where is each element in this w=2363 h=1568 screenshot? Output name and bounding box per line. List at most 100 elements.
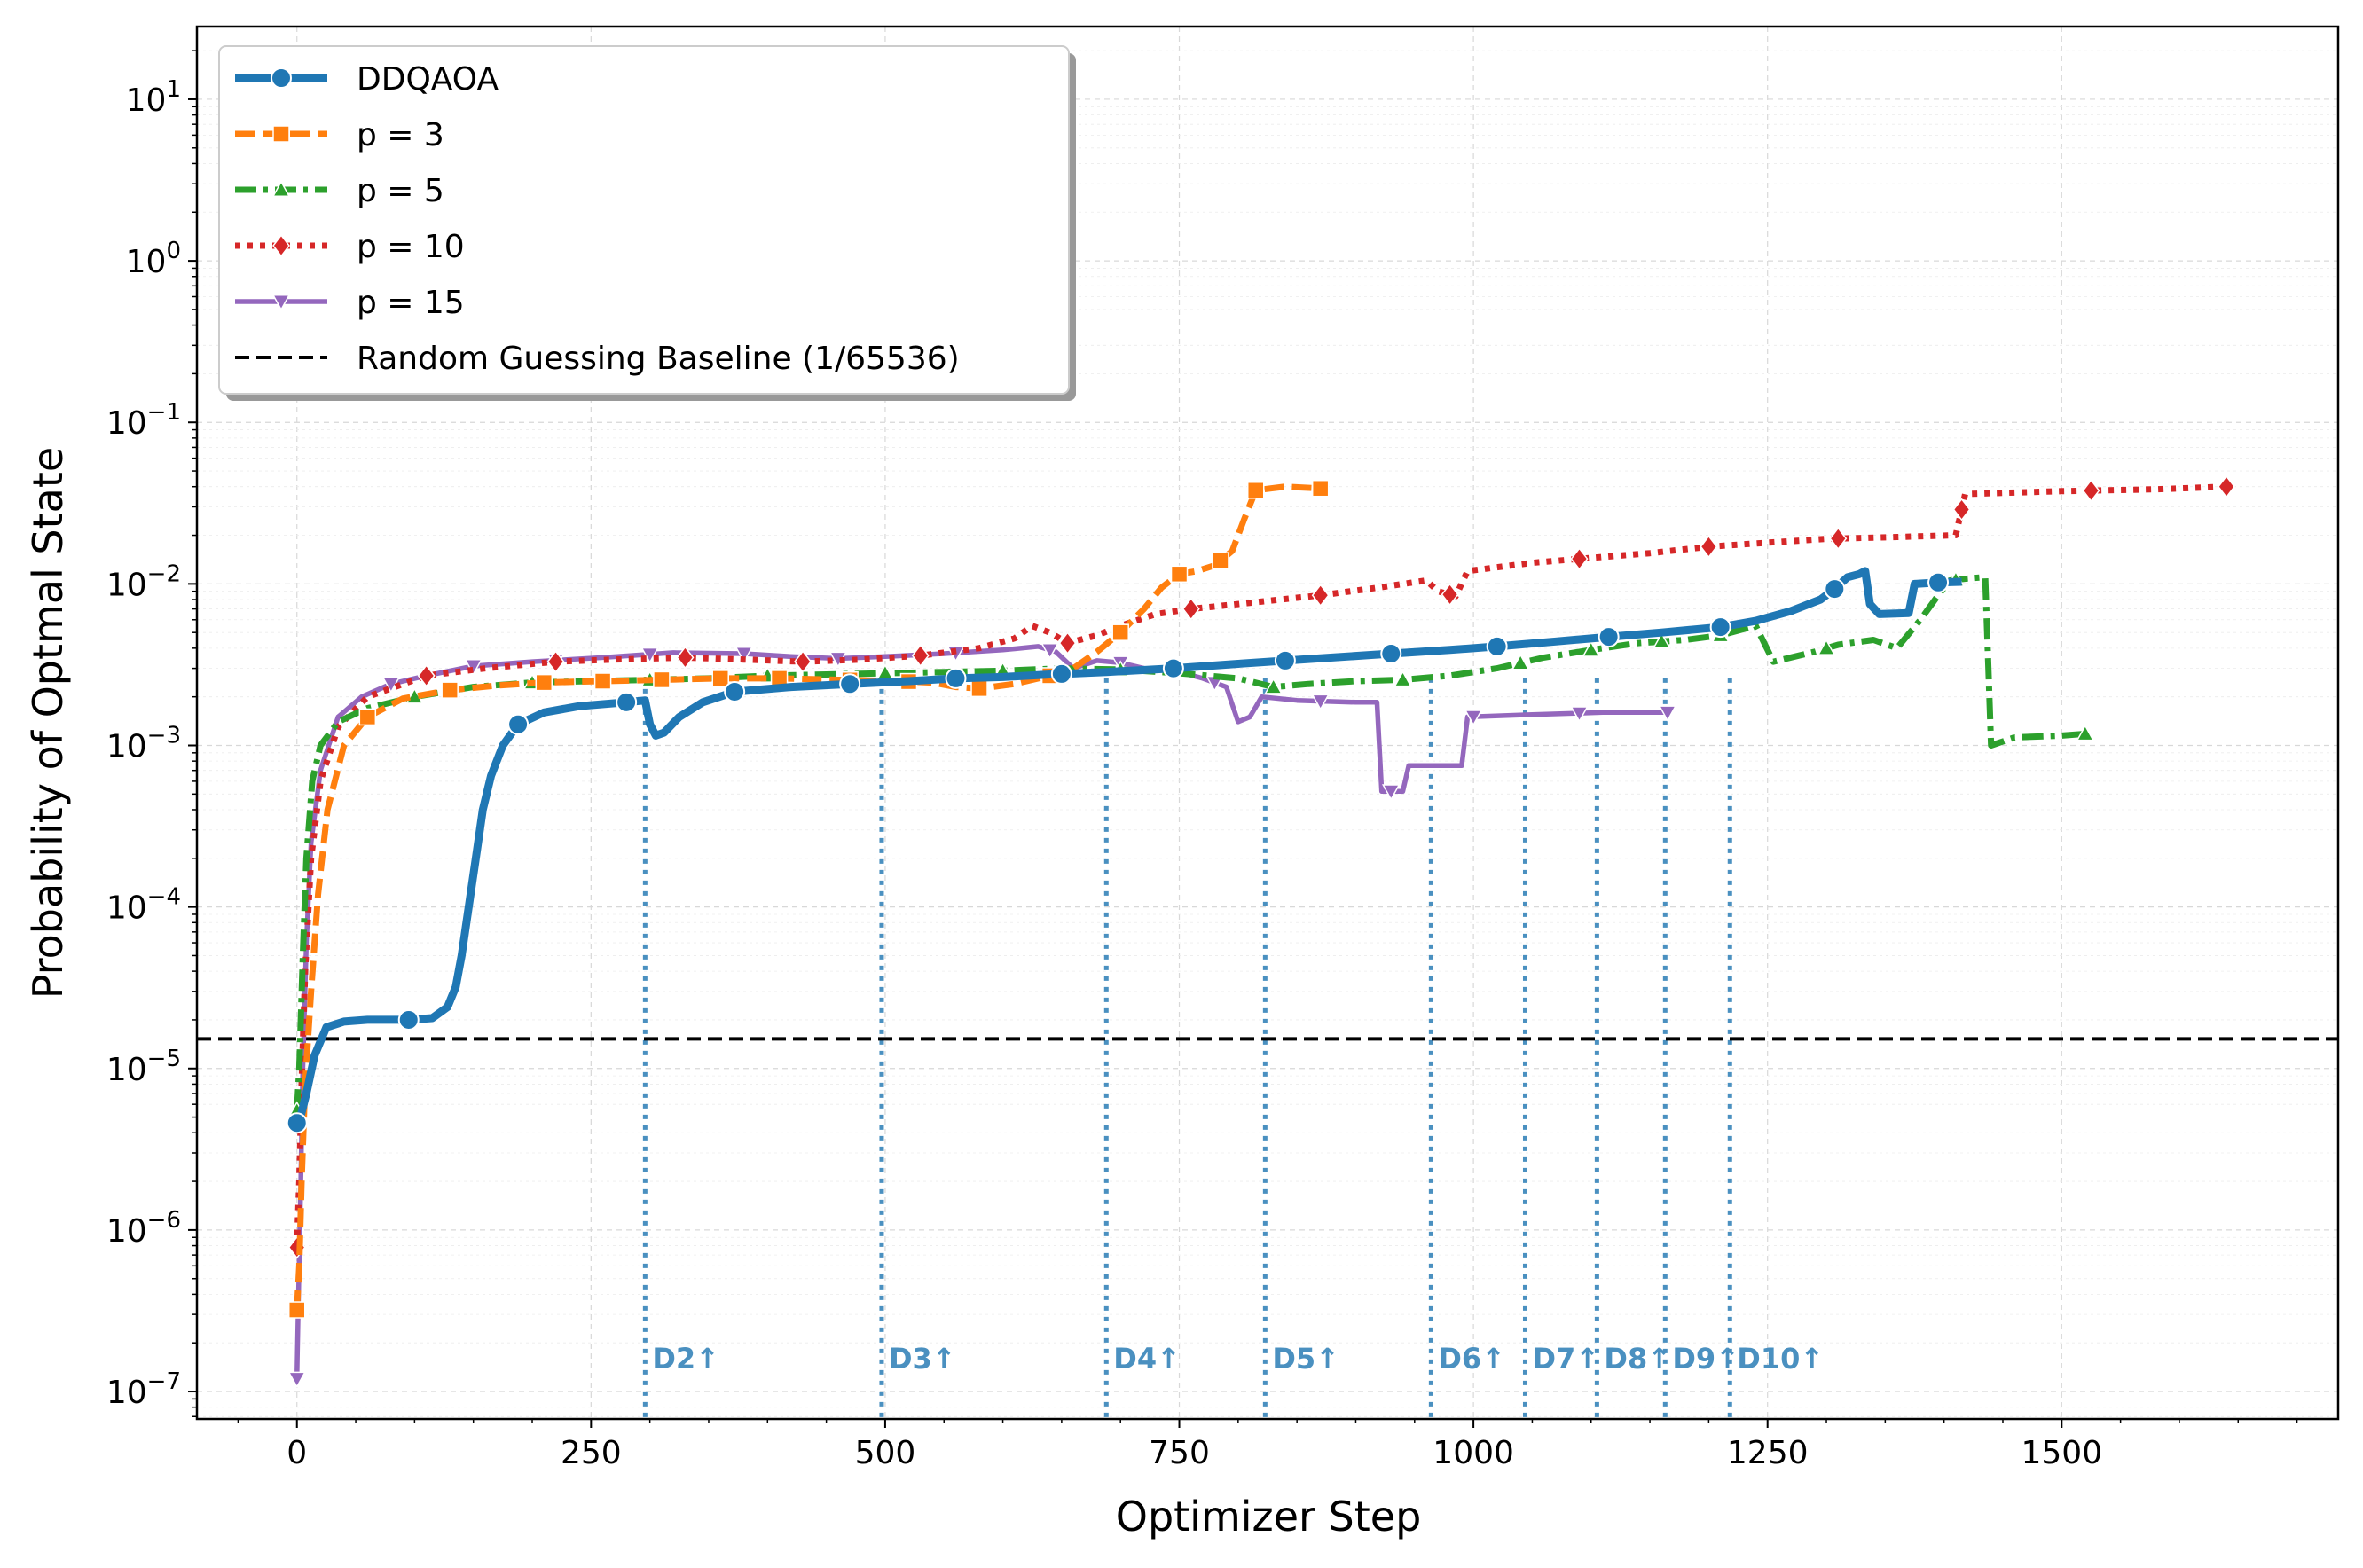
x-axis-ticks: 0 250 500 750 1000 1250 1500 [237,1419,2298,1471]
y-tick-label: 10−7 [106,1368,181,1411]
series-marker [1653,631,1671,649]
series-marker [734,647,754,663]
series-marker [1264,678,1283,694]
series-marker [1212,552,1229,569]
series-marker [794,650,813,673]
y-tick-label: 10−2 [106,561,181,603]
series-marker [535,673,553,692]
legend-entry: p = 15 [235,285,465,321]
series-marker [1393,670,1412,687]
series-marker [1246,482,1265,499]
series-marker [2218,474,2235,498]
series-marker [1952,498,1971,521]
series-marker [1441,583,1459,607]
series-marker [2082,479,2100,503]
series-marker [1162,657,1184,679]
series-marker [1058,631,1077,655]
legend: DDQAOA p = 3 p = 5 p = 10 p = 15 Random Guess… [218,45,1070,395]
series-line [294,483,2227,1248]
series-marker [1464,710,1483,726]
x-tick-label: 500 [855,1435,916,1471]
x-tick-label: 750 [1149,1435,1210,1471]
series-marker [1311,694,1330,711]
series-marker [287,1301,306,1319]
x-tick-label: 1500 [2021,1435,2102,1471]
series-marker [839,673,861,695]
series-marker [1274,649,1296,671]
series-marker [546,650,565,673]
legend-label: Random Guessing Baseline (1/65536) [357,341,960,377]
y-tick-label: 10−3 [106,722,181,764]
series-marker [287,1371,307,1389]
y-tick-label: 10−6 [106,1207,181,1250]
series-marker [1182,597,1200,621]
series-marker [1511,653,1530,670]
legend-marker [271,180,291,197]
series-marker [441,681,459,699]
depth-markers: D2↑ D3↑ D4↑ D5↑ D6↑ D7↑ D8↑ D9↑D10↑ [642,678,1824,1419]
legend-marker [271,67,292,89]
series-marker [286,1112,308,1134]
y-tick-label: 10−5 [106,1046,181,1088]
series-marker [1824,578,1846,600]
series-line [294,574,2086,1111]
legend-marker [272,125,290,143]
series-marker [507,713,530,735]
depth-marker-label: D4↑ [1113,1342,1181,1376]
x-tick-label: 0 [287,1435,307,1471]
series-marker [1700,535,1718,559]
series-marker [1570,547,1589,571]
series-marker [1170,565,1189,584]
series-marker [593,672,612,690]
legend-label: p = 5 [357,173,444,209]
series-marker [417,664,436,687]
x-tick-label: 1000 [1433,1435,1514,1471]
series-lines [286,474,2235,1389]
legend-entry: Random Guessing Baseline (1/65536) [235,341,960,377]
y-axis-label: Probability of Optmal State [24,447,72,999]
legend-label: p = 10 [357,229,465,265]
series-3 [287,474,2235,1259]
series-marker [616,691,638,713]
series-marker [464,659,483,676]
grid-lines [197,27,2338,1419]
depth-marker-label: D10↑ [1737,1342,1824,1376]
series-marker [1111,623,1129,641]
series-marker [653,670,671,689]
y-tick-label: 10−4 [106,884,181,927]
x-tick-label: 1250 [1727,1435,1809,1471]
series-marker [945,667,967,689]
series-marker [1927,571,1950,593]
series-0 [286,567,1962,1134]
series-marker [1380,643,1402,665]
series-marker [1311,479,1330,498]
depth-marker-label: D5↑ [1272,1342,1339,1376]
series-marker [676,646,695,670]
series-marker [397,1008,420,1031]
series-marker [1829,527,1848,551]
x-axis-label: Optimizer Step [1116,1493,1422,1541]
series-marker [970,679,988,698]
series-marker [1658,705,1677,722]
series-marker [1050,662,1072,685]
depth-marker-label: D7↑ [1532,1342,1599,1376]
series-marker [711,670,729,687]
depth-marker-label: D8↑ [1604,1342,1671,1376]
legend-marker [272,234,290,257]
x-tick-label: 250 [561,1435,622,1471]
y-tick-label: 10−1 [106,399,181,442]
series-marker [1486,635,1508,657]
depth-marker-label: D9↑ [1672,1342,1739,1376]
series-marker [1582,640,1601,657]
series-marker [1570,706,1589,723]
y-axis-ticks: 101 100 10−1 10−2 10−3 10−4 10−5 10−6 10−7 [106,50,197,1418]
series-marker [1709,616,1731,639]
legend-label: p = 15 [357,285,465,321]
legend-entry: p = 5 [235,173,444,209]
legend-marker [271,294,291,311]
legend-box [218,45,1070,395]
legend-entry: p = 3 [235,117,444,153]
y-tick-label: 100 [126,238,181,280]
series-marker [1598,626,1620,648]
